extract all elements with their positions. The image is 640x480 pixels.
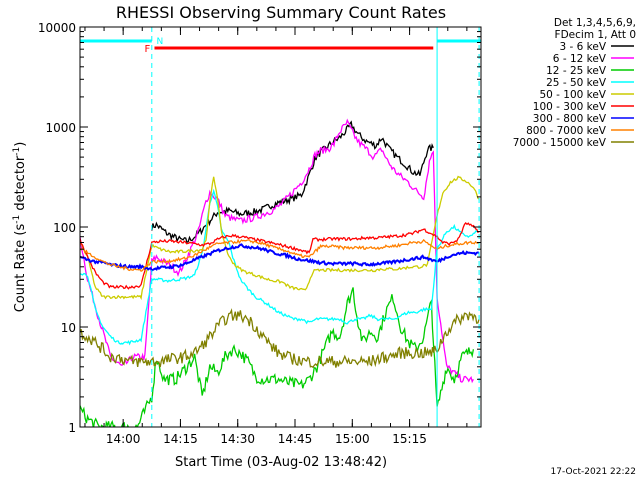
series-line-2 xyxy=(80,287,475,427)
y-axis-label-tail: ) xyxy=(13,142,28,147)
y-tick-label: 1000 xyxy=(45,121,76,135)
legend-entry-label: 300 - 800 keV xyxy=(533,113,607,125)
y-axis-label-sup2: -1 xyxy=(12,147,22,156)
series-line-1 xyxy=(80,118,474,384)
legend-entry-label: 7000 - 15000 keV xyxy=(513,137,607,149)
legend-entry-label: 6 - 12 keV xyxy=(553,53,607,65)
x-tick-label: 14:45 xyxy=(278,432,313,446)
y-axis-label-main: Count Rate (s xyxy=(13,224,28,313)
y-tick-label: 1 xyxy=(68,421,76,435)
y-tick-label: 10 xyxy=(61,321,76,335)
legend-header: FDecim 1, Att 0 xyxy=(555,29,636,41)
legend-entry-label: 12 - 25 keV xyxy=(546,65,607,77)
y-tick-label: 100 xyxy=(53,221,76,235)
x-tick-label: 14:15 xyxy=(163,432,198,446)
y-axis-label-mid: detector xyxy=(13,155,28,215)
legend-entry-label: 3 - 6 keV xyxy=(559,41,606,53)
series-line-6 xyxy=(80,243,480,272)
y-axis-label: Count Rate (s-1 detector-1) xyxy=(12,142,28,313)
series-line-5 xyxy=(80,222,480,290)
legend-entry-label: 800 - 7000 keV xyxy=(526,125,607,137)
x-tick-label: 14:00 xyxy=(106,432,141,446)
legend-entry-label: 50 - 100 keV xyxy=(539,89,606,101)
legend-entry-label: 100 - 300 keV xyxy=(533,101,607,113)
x-tick-label: 15:15 xyxy=(392,432,427,446)
series-line-7 xyxy=(80,238,480,273)
y-axis-label-sup1: -1 xyxy=(12,215,22,224)
x-tick-label: 14:30 xyxy=(220,432,255,446)
series-line-8 xyxy=(80,308,480,369)
svg-text:Count Rate (s-1 detector-1): Count Rate (s-1 detector-1) xyxy=(12,142,28,313)
legend-header: Det 1,3,4,5,6,9, xyxy=(554,17,636,29)
x-axis: 14:00 14:15 14:30 14:45 15:00 15:15 xyxy=(84,27,468,446)
x-axis-label: Start Time (03-Aug-02 13:48:42) xyxy=(175,455,387,470)
y-axis: 1 10 100 1000 10000 xyxy=(38,21,481,435)
night-flag-label: N xyxy=(156,37,163,47)
series-line-0 xyxy=(151,120,434,244)
chart-title: RHESSI Observing Summary Count Rates xyxy=(116,3,446,22)
legend: Det 1,3,4,5,6,9,FDecim 1, Att 03 - 6 keV… xyxy=(513,17,636,149)
series-line-3 xyxy=(80,188,478,346)
x-tick-label: 15:00 xyxy=(335,432,370,446)
flare-flag-label: F xyxy=(144,44,150,55)
timestamp: 17-Oct-2021 22:22 xyxy=(551,467,636,477)
series-layer xyxy=(80,118,480,427)
series-line-4 xyxy=(80,175,480,301)
y-tick-label: 10000 xyxy=(38,21,76,35)
legend-entry-label: 25 - 50 keV xyxy=(546,77,607,89)
